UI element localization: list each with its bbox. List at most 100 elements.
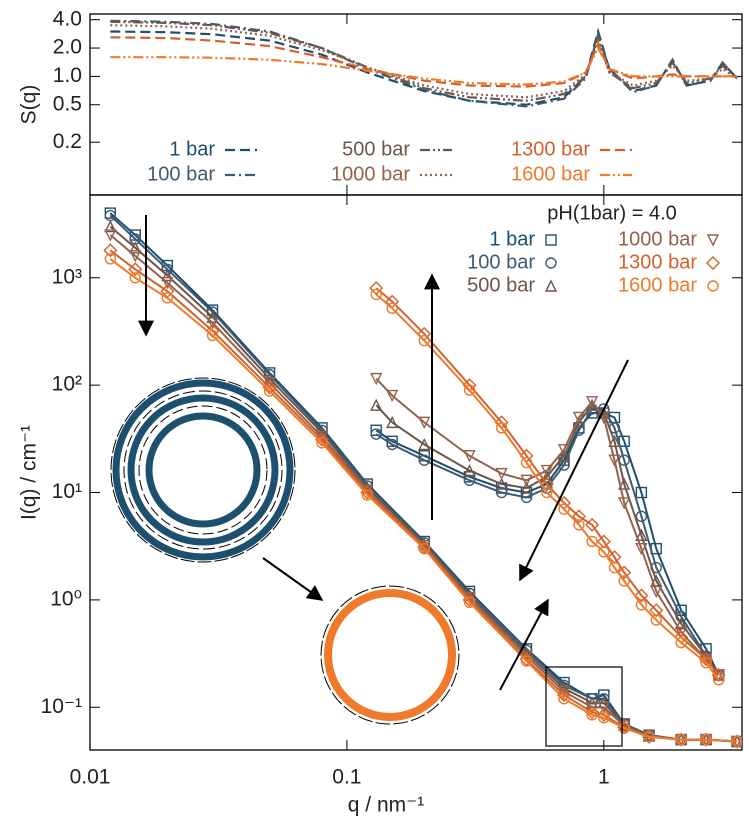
marker (541, 486, 553, 499)
legend-label: 1600 bar (618, 274, 697, 296)
line (110, 36, 737, 88)
marker (370, 288, 382, 301)
marker (386, 389, 399, 403)
legend-marker (544, 279, 558, 292)
line (110, 24, 738, 99)
legend-label: 1300 bar (511, 138, 590, 160)
marker (598, 711, 610, 724)
legend-marker (545, 234, 557, 246)
legend-marker (706, 234, 720, 247)
marker (463, 384, 476, 396)
marker (495, 422, 508, 434)
marker (557, 444, 571, 457)
line (110, 45, 737, 86)
marker (571, 509, 586, 524)
marker (369, 281, 384, 296)
marker (129, 272, 141, 284)
vesicle-unilamellar (320, 585, 460, 725)
marker (370, 428, 382, 440)
marker (585, 701, 599, 714)
marker (675, 733, 687, 746)
fit-line (109, 234, 738, 743)
marker (699, 653, 713, 666)
plot-area (103, 207, 742, 749)
arrow (519, 359, 629, 582)
marker (634, 588, 649, 603)
legend-label: 100 bar (467, 251, 535, 273)
marker (618, 722, 630, 734)
marker (731, 735, 742, 748)
marker (418, 542, 430, 555)
marker (128, 262, 143, 277)
marker (161, 268, 174, 282)
marker (316, 437, 328, 449)
marker (418, 334, 430, 347)
marker (598, 546, 610, 558)
marker (129, 241, 142, 254)
legend-label: 1 bar (169, 138, 215, 160)
marker (675, 636, 687, 649)
legend-marker (706, 256, 720, 270)
y-tick-label: 10¹ (52, 480, 82, 503)
marker (104, 253, 117, 265)
legend-label: 1 bar (489, 228, 535, 250)
marker (386, 415, 399, 429)
vesicle-multilamellar (110, 377, 296, 563)
marker (495, 486, 508, 499)
marker (650, 614, 662, 626)
marker (386, 302, 398, 314)
marker (649, 603, 664, 618)
marker (103, 243, 118, 258)
y-tick-label: 0.5 (53, 92, 82, 115)
marker (635, 486, 648, 499)
y-axis-label: S(q) (18, 85, 41, 125)
marker (618, 575, 630, 587)
legend-label: 1000 bar (331, 163, 410, 185)
y-tick-label: 4.0 (53, 7, 82, 30)
marker (129, 250, 142, 263)
marker (585, 396, 599, 409)
inset-fit-line (375, 287, 720, 676)
marker (573, 519, 585, 531)
marker (520, 481, 533, 494)
marker (586, 535, 598, 548)
marker (463, 464, 476, 477)
marker (370, 398, 383, 411)
marker (540, 470, 553, 483)
marker (635, 542, 648, 556)
marker (635, 510, 648, 523)
legend-label: 1600 bar (511, 163, 590, 185)
y-tick-label: 10⁰ (50, 587, 82, 610)
zoom-box (545, 666, 623, 747)
marker (700, 657, 712, 669)
marker (161, 276, 174, 290)
y-tick-label: 10⁻¹ (41, 695, 82, 718)
marker (161, 292, 174, 304)
marker (418, 454, 430, 466)
marker (585, 705, 600, 720)
marker (675, 626, 688, 639)
marker (206, 329, 219, 342)
marker (418, 416, 431, 429)
marker (520, 474, 533, 487)
marker (650, 585, 663, 598)
plot-frame (89, 194, 743, 751)
legend-label: 100 bar (147, 163, 215, 185)
marker (557, 688, 572, 703)
marker (557, 449, 571, 462)
marker (700, 733, 712, 746)
legend-label: 1300 bar (618, 251, 697, 273)
marker (463, 596, 476, 608)
marker (675, 617, 688, 630)
marker (540, 464, 553, 478)
x-tick-label: 1 (598, 766, 610, 789)
illustration (110, 215, 629, 747)
marker (495, 477, 508, 490)
marker (618, 497, 631, 510)
y-tick-label: 0.2 (53, 130, 82, 153)
marker (463, 450, 476, 463)
marker (617, 565, 632, 580)
marker (263, 385, 276, 397)
marker (608, 454, 621, 467)
